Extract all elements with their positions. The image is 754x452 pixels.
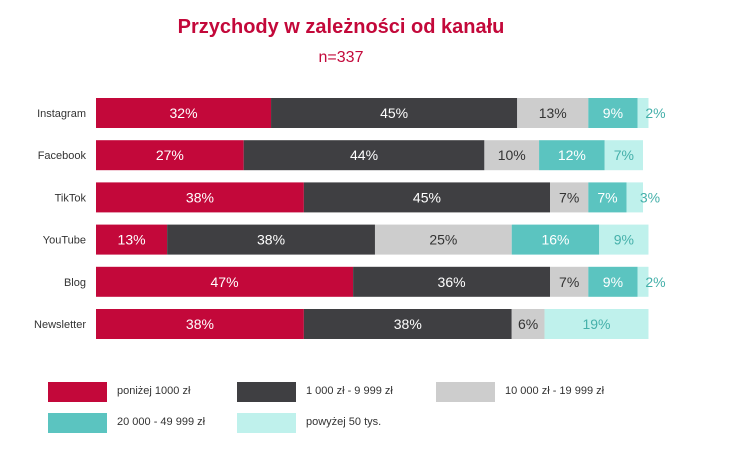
legend-label: 1 000 zł - 9 999 zł xyxy=(306,385,393,397)
bar-segment xyxy=(637,98,649,128)
bar-segment xyxy=(511,309,545,339)
category-label: Newsletter xyxy=(34,319,86,331)
bar-segment xyxy=(511,224,600,255)
category-label: YouTube xyxy=(43,235,86,247)
data-label: 32% xyxy=(170,105,198,121)
legend-label: poniżej 1000 zł xyxy=(117,385,191,397)
bar-segment xyxy=(96,140,244,171)
data-label: 13% xyxy=(539,105,567,121)
legend-swatch xyxy=(48,413,107,433)
data-label: 38% xyxy=(186,316,214,332)
bar-segment xyxy=(353,266,551,297)
category-label: TikTok xyxy=(55,192,87,204)
data-label: 45% xyxy=(413,189,441,205)
bar-segment xyxy=(544,309,649,339)
data-label: 2% xyxy=(645,274,665,290)
bar-segment xyxy=(539,140,605,171)
bar-segment xyxy=(604,140,643,171)
data-label: 7% xyxy=(597,189,617,205)
data-label: 13% xyxy=(118,232,146,248)
bar-segment xyxy=(588,98,638,128)
data-label: 12% xyxy=(558,147,586,163)
bar-segment xyxy=(303,309,512,339)
bar-segment xyxy=(96,309,304,339)
bar-segment xyxy=(588,266,638,297)
legend-swatch xyxy=(48,382,107,402)
data-label: 7% xyxy=(559,189,579,205)
bar-segment xyxy=(550,266,589,297)
category-label: Facebook xyxy=(38,150,87,162)
bar-segment xyxy=(96,266,354,297)
category-label: Blog xyxy=(64,277,86,289)
bar-segment xyxy=(271,98,518,128)
legend-label: 10 000 zł - 19 999 zł xyxy=(505,385,605,397)
legend-swatch xyxy=(436,382,495,402)
bar-segment xyxy=(626,182,643,213)
legend-swatch xyxy=(237,382,296,402)
chart-subtitle: n=337 xyxy=(318,49,364,66)
data-label: 27% xyxy=(156,147,184,163)
data-label: 38% xyxy=(257,232,285,248)
data-label: 47% xyxy=(211,274,239,290)
bar-segment xyxy=(550,182,589,213)
data-label: 16% xyxy=(541,232,569,248)
data-label: 38% xyxy=(186,189,214,205)
bar-segment xyxy=(637,266,649,297)
data-label: 19% xyxy=(582,316,610,332)
bar-segment xyxy=(96,98,272,128)
bar-segment xyxy=(167,224,375,255)
bar-segment xyxy=(517,98,589,128)
bar-segment xyxy=(303,182,551,213)
category-label: Instagram xyxy=(37,108,86,120)
data-label: 36% xyxy=(438,274,466,290)
bar-segment xyxy=(243,140,485,171)
bar-segment xyxy=(374,224,512,255)
data-label: 2% xyxy=(645,105,665,121)
bar-segment xyxy=(96,182,304,213)
data-label: 9% xyxy=(603,274,623,290)
data-label: 45% xyxy=(380,105,408,121)
data-label: 7% xyxy=(559,274,579,290)
data-label: 10% xyxy=(498,147,526,163)
data-label: 9% xyxy=(614,232,634,248)
data-label: 6% xyxy=(518,316,538,332)
data-label: 7% xyxy=(614,147,634,163)
legend-label: 20 000 - 49 999 zł xyxy=(117,416,206,428)
legend-label: powyżej 50 tys. xyxy=(306,416,382,428)
bar-segment xyxy=(588,182,627,213)
data-label: 25% xyxy=(429,232,457,248)
bar-segment xyxy=(484,140,540,171)
legend-swatch xyxy=(237,413,296,433)
data-label: 9% xyxy=(603,105,623,121)
data-label: 3% xyxy=(640,189,660,205)
chart-title: Przychody w zależności od kanału xyxy=(177,16,505,38)
bar-segment xyxy=(96,224,168,255)
bar-segment xyxy=(599,224,649,255)
data-label: 38% xyxy=(394,316,422,332)
data-label: 44% xyxy=(350,147,378,163)
